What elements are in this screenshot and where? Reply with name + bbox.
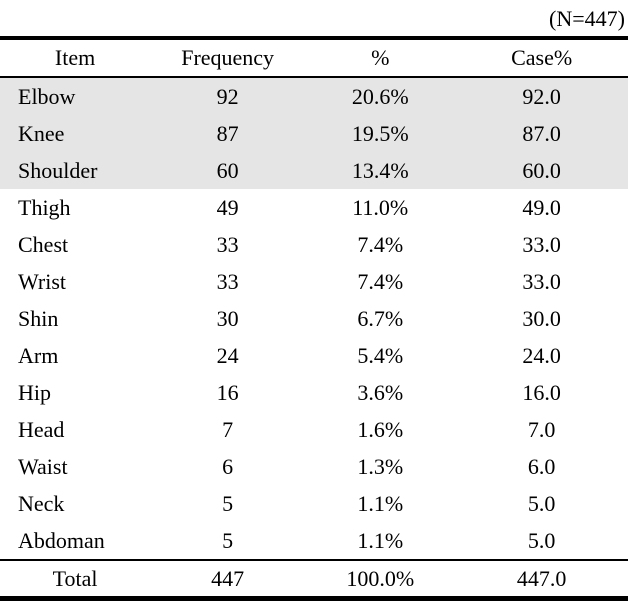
item-cell: Abdoman — [18, 527, 105, 553]
percent-cell: 13.4% — [351, 157, 409, 183]
table-row: Shin 30 6.7% 30.0 — [0, 300, 628, 337]
case-percent-cell: 24.0 — [522, 342, 561, 368]
frequency-cell: 33 — [216, 268, 239, 294]
case-percent-cell: 33.0 — [522, 268, 561, 294]
case-percent-cell: 5.0 — [527, 527, 556, 553]
percent-cell: 3.6% — [357, 379, 404, 405]
frequency-cell: 6 — [222, 453, 234, 479]
percent-cell: 1.6% — [357, 416, 404, 442]
percent-cell: 11.0% — [352, 194, 409, 220]
frequency-cell: 5 — [222, 490, 234, 516]
case-percent-cell: 60.0 — [522, 157, 561, 183]
table-row: Waist 6 1.3% 6.0 — [0, 448, 628, 485]
frequency-cell: 87 — [216, 120, 239, 146]
case-percent-cell: 49.0 — [522, 194, 561, 220]
table-header: Item Frequency % Case% — [0, 38, 628, 78]
case-percent-cell: 33.0 — [522, 231, 561, 257]
total-label: Total — [0, 559, 151, 599]
case-percent-cell: 16.0 — [522, 379, 561, 405]
percent-cell: 1.1% — [357, 527, 404, 553]
frequency-cell: 60 — [216, 157, 239, 183]
percent-cell: 7.4% — [357, 268, 404, 294]
table-row: Hip 16 3.6% 16.0 — [0, 374, 628, 411]
frequency-cell: 49 — [216, 194, 239, 220]
sample-size-note: (N=447) — [549, 6, 625, 31]
frequency-cell: 16 — [216, 379, 239, 405]
frequency-table: Item Frequency % Case% Elbow 92 20.6% 92… — [0, 36, 628, 601]
item-cell: Thigh — [18, 194, 71, 220]
item-cell: Elbow — [18, 83, 76, 109]
case-percent-cell: 87.0 — [522, 120, 561, 146]
case-percent-cell: 7.0 — [527, 416, 556, 442]
case-percent-cell: 6.0 — [527, 453, 556, 479]
table-row: Neck 5 1.1% 5.0 — [0, 485, 628, 522]
table-row: Thigh 49 11.0% 49.0 — [0, 189, 628, 226]
table-row: Shoulder 60 13.4% 60.0 — [0, 152, 628, 189]
col-header-frequency: Frequency — [150, 38, 306, 78]
item-cell: Shoulder — [18, 157, 98, 183]
item-cell: Shin — [18, 305, 59, 331]
percent-cell: 1.1% — [357, 490, 404, 516]
frequency-cell: 5 — [222, 527, 234, 553]
item-cell: Wrist — [18, 268, 66, 294]
col-header-item: Item — [0, 38, 151, 78]
item-cell: Arm — [18, 342, 59, 368]
table-row: Wrist 33 7.4% 33.0 — [0, 263, 628, 300]
table-row: Elbow 92 20.6% 92.0 — [0, 77, 628, 115]
case-percent-cell: 92.0 — [522, 83, 561, 109]
table-row: Chest 33 7.4% 33.0 — [0, 226, 628, 263]
percent-cell: 1.3% — [357, 453, 404, 479]
total-case-percent: 447.0 — [455, 559, 628, 599]
col-header-case-percent: Case% — [455, 38, 628, 78]
table-body: Elbow 92 20.6% 92.0 Knee 87 19.5% 87.0 S… — [0, 77, 628, 560]
item-cell: Waist — [18, 453, 68, 479]
frequency-cell: 24 — [216, 342, 239, 368]
table-row: Head 7 1.6% 7.0 — [0, 411, 628, 448]
table-footer: Total 447 100.0% 447.0 — [0, 559, 628, 599]
item-cell: Neck — [18, 490, 65, 516]
total-frequency: 447 — [150, 559, 306, 599]
frequency-cell: 7 — [222, 416, 234, 442]
percent-cell: 6.7% — [357, 305, 404, 331]
total-row: Total 447 100.0% 447.0 — [0, 559, 628, 599]
percent-cell: 19.5% — [351, 120, 409, 146]
percent-cell: 5.4% — [357, 342, 404, 368]
item-cell: Chest — [18, 231, 69, 257]
frequency-cell: 92 — [216, 83, 239, 109]
item-cell: Head — [18, 416, 65, 442]
item-cell: Hip — [18, 379, 51, 405]
percent-cell: 20.6% — [351, 83, 409, 109]
case-percent-cell: 5.0 — [527, 490, 556, 516]
header-row: Item Frequency % Case% — [0, 38, 628, 78]
table-row: Abdoman 5 1.1% 5.0 — [0, 522, 628, 560]
col-header-percent: % — [305, 38, 456, 78]
case-percent-cell: 30.0 — [522, 305, 561, 331]
table-row: Arm 24 5.4% 24.0 — [0, 337, 628, 374]
frequency-cell: 30 — [216, 305, 239, 331]
item-cell: Knee — [18, 120, 65, 146]
total-percent: 100.0% — [305, 559, 456, 599]
frequency-cell: 33 — [216, 231, 239, 257]
percent-cell: 7.4% — [357, 231, 404, 257]
table-row: Knee 87 19.5% 87.0 — [0, 115, 628, 152]
